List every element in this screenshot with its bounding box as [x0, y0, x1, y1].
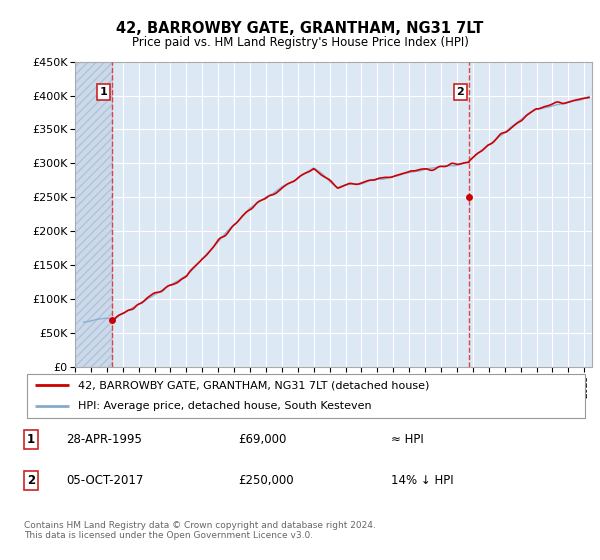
Text: 28-APR-1995: 28-APR-1995: [66, 433, 142, 446]
Text: 42, BARROWBY GATE, GRANTHAM, NG31 7LT: 42, BARROWBY GATE, GRANTHAM, NG31 7LT: [116, 21, 484, 36]
Text: 14% ↓ HPI: 14% ↓ HPI: [391, 474, 453, 487]
Text: 42, BARROWBY GATE, GRANTHAM, NG31 7LT (detached house): 42, BARROWBY GATE, GRANTHAM, NG31 7LT (d…: [77, 380, 429, 390]
Text: £250,000: £250,000: [238, 474, 294, 487]
Bar: [75, 62, 112, 367]
Text: ≈ HPI: ≈ HPI: [391, 433, 424, 446]
Text: 1: 1: [27, 433, 35, 446]
Text: Contains HM Land Registry data © Crown copyright and database right 2024.
This d: Contains HM Land Registry data © Crown c…: [24, 521, 376, 540]
Text: 2: 2: [457, 87, 464, 97]
Text: 1: 1: [100, 87, 107, 97]
Text: HPI: Average price, detached house, South Kesteven: HPI: Average price, detached house, Sout…: [77, 402, 371, 412]
FancyBboxPatch shape: [27, 374, 585, 418]
Text: 05-OCT-2017: 05-OCT-2017: [66, 474, 143, 487]
Text: 2: 2: [27, 474, 35, 487]
Text: £69,000: £69,000: [238, 433, 287, 446]
Text: Price paid vs. HM Land Registry's House Price Index (HPI): Price paid vs. HM Land Registry's House …: [131, 36, 469, 49]
